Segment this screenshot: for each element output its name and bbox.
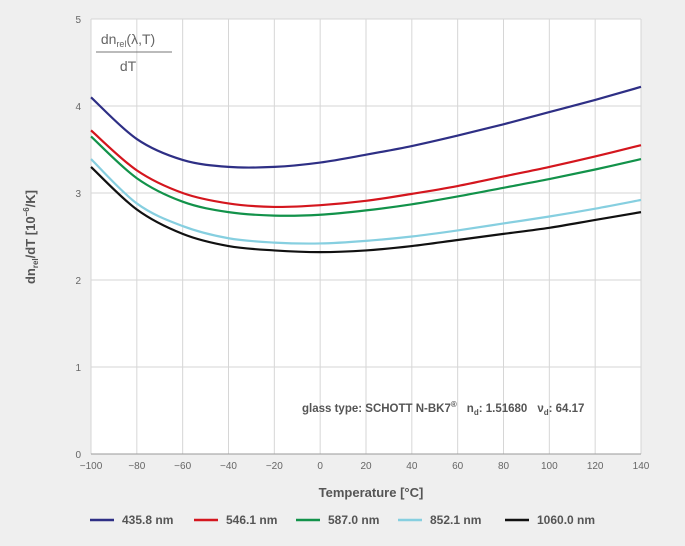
formula-numerator: dnrel(λ,T) <box>101 31 155 49</box>
legend-label: 1060.0 nm <box>537 513 595 527</box>
legend: 435.8 nm 546.1 nm 587.0 nm 852.1 nm 1060.0 n… <box>90 513 595 527</box>
x-tick-label: 100 <box>541 461 558 472</box>
y-tick-label: 1 <box>75 363 81 374</box>
x-tick-label: 40 <box>406 461 418 472</box>
legend-label: 435.8 nm <box>122 513 173 527</box>
x-tick-label: 20 <box>360 461 372 472</box>
y-tick-label: 2 <box>75 276 81 287</box>
x-tick-label: 60 <box>452 461 464 472</box>
x-tick-label: 120 <box>587 461 604 472</box>
series-line-1060-0-nm <box>90 166 642 254</box>
y-tick-label: 4 <box>75 102 81 113</box>
x-tick-label: −20 <box>266 461 283 472</box>
tick-labels: −100 −80 −60 −40 −20 0 20 40 60 80 100 120 140 0 1 2 3 4 5 <box>75 15 649 472</box>
x-axis-title: Temperature [°C] <box>319 485 424 500</box>
series-line-435-8-nm <box>90 85 642 169</box>
y-tick-label: 0 <box>75 450 81 461</box>
y-tick-label: 5 <box>75 15 81 26</box>
series-lines <box>90 85 642 254</box>
y-tick-label: 3 <box>75 189 81 200</box>
x-tick-label: 80 <box>498 461 510 472</box>
x-tick-label: −100 <box>80 461 103 472</box>
x-tick-label: −80 <box>128 461 145 472</box>
formula-box: dnrel(λ,T) dT <box>96 31 172 74</box>
legend-label: 587.0 nm <box>328 513 379 527</box>
x-tick-label: 0 <box>317 461 323 472</box>
legend-label: 852.1 nm <box>430 513 481 527</box>
glass-type-annotation: glass type: SCHOTT N-BK7® nd: 1.51680 νd: … <box>302 400 584 417</box>
legend-label: 546.1 nm <box>226 513 277 527</box>
x-tick-label: −40 <box>220 461 237 472</box>
series-line-852-1-nm <box>90 158 642 245</box>
x-tick-label: 140 <box>633 461 650 472</box>
series-line-546-1-nm <box>90 129 642 209</box>
x-tick-label: −60 <box>174 461 191 472</box>
formula-denominator: dT <box>120 58 137 74</box>
y-axis-title: dnrel/dT [10−6/K] <box>22 190 40 284</box>
series-line-587-0-nm <box>90 135 642 217</box>
